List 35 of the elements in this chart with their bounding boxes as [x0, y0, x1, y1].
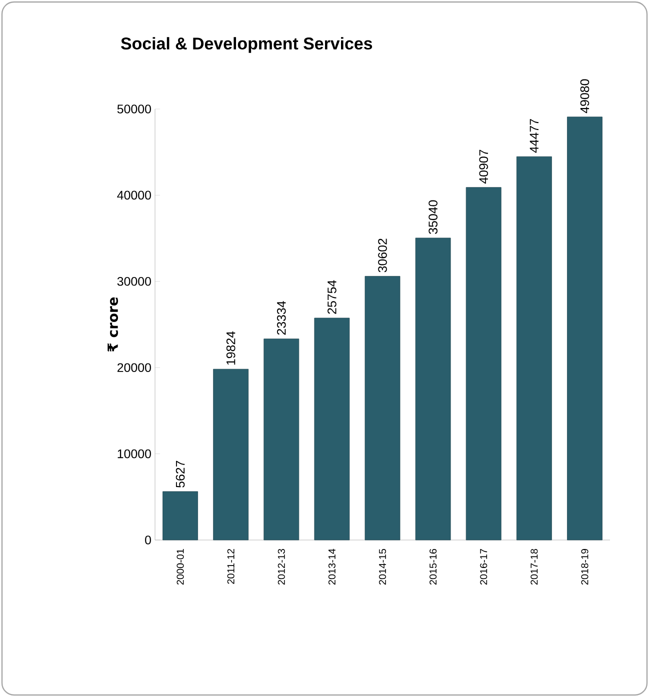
bar [213, 368, 249, 540]
data-label: 5627 [176, 460, 185, 488]
bar [314, 318, 350, 540]
x-tick-label: 2014-15 [378, 548, 386, 585]
data-label: 30602 [378, 238, 387, 272]
x-tick-label: 2015-16 [430, 548, 437, 585]
data-label: 35040 [428, 200, 438, 234]
y-tick-label: 40000 [117, 190, 151, 200]
chart-title: Social & Development Services [121, 37, 372, 53]
data-label: 25754 [328, 280, 336, 314]
bar [364, 276, 400, 540]
y-tick-label: 30000 [117, 277, 151, 286]
x-tick-label: 2000-01 [176, 549, 184, 585]
y-axis-title: ₹ crore [108, 297, 118, 352]
y-tick-label: 0 [145, 536, 151, 544]
x-tick-label: 2016-17 [480, 549, 488, 585]
data-label: 44477 [530, 119, 538, 153]
x-tick-label: 2012-13 [278, 548, 285, 585]
bar [567, 116, 602, 540]
bar [415, 238, 451, 540]
data-label: 23334 [276, 301, 286, 335]
data-label: 49080 [580, 79, 590, 114]
bar [264, 338, 300, 540]
data-label: 40907 [479, 150, 488, 184]
y-tick-label: 20000 [117, 363, 151, 372]
x-tick-label: 2013-14 [328, 548, 336, 585]
x-tick-label: 2011-12 [227, 549, 234, 584]
x-tick-label: 2017-18 [530, 548, 538, 585]
y-tick-label: 10000 [118, 449, 151, 458]
data-label: 19824 [226, 331, 236, 365]
bar [162, 491, 198, 540]
bar [466, 187, 502, 540]
y-tick-label: 50000 [117, 104, 151, 114]
bar [516, 156, 552, 540]
x-tick-label: 2018-19 [581, 548, 588, 585]
